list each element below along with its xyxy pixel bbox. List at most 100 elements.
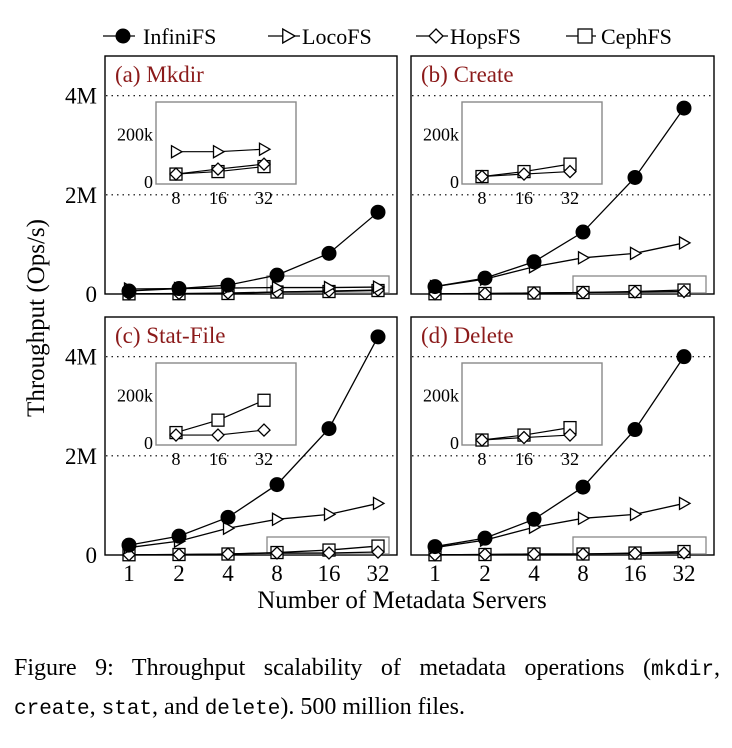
data-point-hopsfs: [677, 284, 691, 299]
caption-open-paren: (: [643, 655, 651, 681]
data-point-locofs: [577, 511, 591, 526]
legend-item-infinifs: InfiniFS: [103, 24, 216, 49]
figure-chart: InfiniFS LocoFS HopsFS CephFS Throughput (Op…: [23, 24, 715, 614]
y-tick-label: 4M: [65, 345, 97, 370]
data-point-locofs: [629, 507, 643, 522]
inset-series-hopsfs: [475, 164, 577, 184]
series-hopsfs: [428, 546, 691, 562]
data-point-infinifs: [171, 281, 187, 297]
inset-x-tick-label: 32: [255, 188, 273, 208]
data-point-hopsfs: [677, 546, 691, 560]
inset-chart: 200k 08 16 32: [423, 101, 603, 208]
data-point-infinifs: [220, 509, 236, 525]
data-point-infinifs: [321, 245, 337, 261]
data-point-locofs: [678, 235, 692, 251]
series-locofs: [429, 496, 692, 555]
legend-marker-infinifs: [115, 28, 131, 44]
caption-close: ). 500 million files.: [280, 694, 465, 720]
inset-point-locofs: [170, 144, 184, 159]
inset-point-hopsfs: [517, 430, 531, 445]
data-point-hopsfs: [576, 285, 590, 300]
series-line-hopsfs: [434, 552, 685, 556]
series-line-locofs: [434, 242, 685, 288]
series-infinifs: [121, 204, 386, 299]
data-point-infinifs: [627, 169, 643, 185]
inset-point-locofs: [258, 142, 272, 157]
panel-frame: [410, 316, 715, 556]
data-point-infinifs: [269, 267, 285, 283]
series-hopsfs: [122, 545, 385, 562]
data-point-locofs: [372, 496, 386, 511]
caption-sep-1: ,: [714, 655, 721, 681]
data-point-locofs: [271, 280, 285, 295]
x-axis-label: Number of Metadata Servers: [257, 587, 546, 614]
x-tick-label: 4: [222, 561, 234, 586]
data-point-infinifs: [575, 479, 591, 495]
panel-frame: [104, 316, 398, 556]
data-point-locofs: [271, 512, 285, 527]
x-tick-label: 2: [479, 561, 491, 586]
x-tick-label: 2: [173, 561, 185, 586]
data-point-hopsfs: [628, 546, 642, 561]
inset-point-hopsfs: [257, 157, 271, 172]
inset-x-tick-label: 16: [209, 188, 227, 208]
inset-x-tick-label: 8: [478, 449, 487, 469]
inset-series-hopsfs: [169, 423, 271, 442]
legend-item-locofs: LocoFS: [268, 24, 372, 49]
data-point-locofs: [577, 250, 591, 265]
data-point-hopsfs: [478, 286, 492, 301]
data-point-infinifs: [427, 279, 443, 295]
data-point-locofs: [222, 521, 236, 536]
series-infinifs: [121, 329, 386, 553]
series-line-infinifs: [434, 356, 685, 548]
inset-y-tick-label: 0: [144, 172, 153, 192]
legend-marker-locofs: [282, 27, 297, 45]
inset-point-locofs: [212, 144, 226, 159]
y-tick-label: 2M: [65, 444, 97, 469]
data-point-hopsfs: [527, 547, 541, 561]
x-tick-label: 16: [624, 561, 647, 586]
inset-point-hopsfs: [169, 167, 183, 181]
inset-y-tick-label: 0: [450, 433, 459, 453]
y-tick-label: 2M: [65, 183, 97, 208]
inset-x-tick-label: 8: [478, 188, 487, 208]
data-point-hopsfs: [371, 545, 385, 559]
inset-point-hopsfs: [563, 428, 577, 442]
inset-x-tick-label: 8: [172, 449, 181, 469]
inset-frame: [461, 362, 603, 446]
data-point-locofs: [372, 279, 386, 295]
inset-x-tick-label: 16: [209, 449, 227, 469]
data-point-infinifs: [220, 277, 236, 293]
inset-y-tick-label: 200k: [117, 385, 153, 405]
inset-y-tick-label: 0: [144, 433, 153, 453]
data-point-infinifs: [269, 477, 285, 493]
caption-op-stat: stat: [101, 698, 153, 721]
y-tick-label: 0: [86, 282, 98, 307]
inset-y-tick-label: 0: [450, 172, 459, 192]
x-tick-label: 32: [367, 561, 390, 586]
legend-marker-hopsfs: [428, 28, 444, 44]
data-point-hopsfs: [270, 546, 284, 560]
caption-sep-3: , and: [152, 694, 205, 720]
inset-point-hopsfs: [475, 169, 489, 184]
data-point-hopsfs: [172, 547, 186, 562]
inset-x-tick-label: 8: [172, 188, 181, 208]
data-point-hopsfs: [322, 546, 336, 560]
data-point-infinifs: [676, 100, 692, 116]
caption-sep-2: ,: [89, 694, 102, 720]
series-line-hopsfs: [434, 290, 685, 295]
y-axis-label: Throughput (Ops/s): [23, 219, 50, 417]
panel-title: (b) Create: [421, 62, 514, 87]
x-tick-label: 8: [271, 561, 283, 586]
y-tick-label: 4M: [65, 84, 97, 109]
x-tick-label: 16: [318, 561, 341, 586]
data-point-infinifs: [627, 422, 643, 438]
caption-label: Figure 9:: [14, 655, 114, 681]
data-point-infinifs: [121, 283, 137, 299]
data-point-infinifs: [526, 254, 542, 270]
series-locofs: [123, 496, 386, 555]
data-point-hopsfs: [527, 286, 541, 300]
panel-title: (d) Delete: [421, 323, 514, 348]
data-point-infinifs: [321, 421, 337, 437]
